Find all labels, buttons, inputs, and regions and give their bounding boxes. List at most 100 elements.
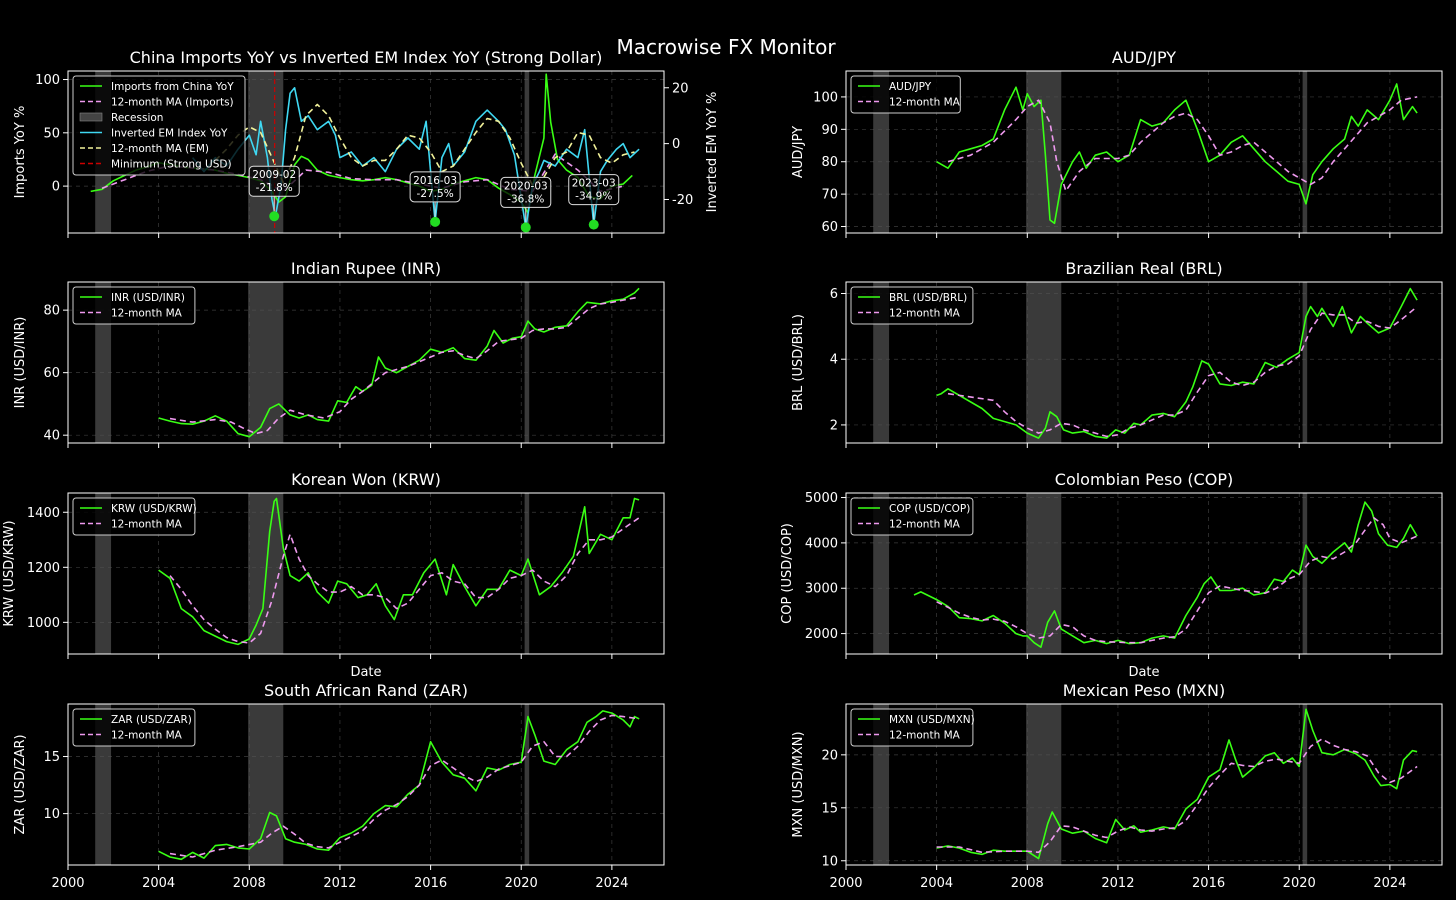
panel-indian-rupee-inr: 40 60 80 INR (USD/INR) Indian Rupee (INR) INR… bbox=[13, 259, 665, 448]
panel-title: Brazilian Real (BRL) bbox=[1065, 259, 1222, 278]
annotation-2016-03: 2016-03-27.5% bbox=[409, 171, 461, 227]
legend-label: KRW (USD/KRW) bbox=[111, 503, 197, 515]
panel-title: China Imports YoY vs Inverted EM Index Y… bbox=[130, 48, 603, 67]
series-lines bbox=[158, 497, 640, 646]
x-ticks bbox=[845, 233, 1391, 238]
y-tick-label: 60 bbox=[43, 366, 60, 381]
y-axis-label: MXN (USD/MXN) bbox=[791, 731, 806, 837]
recession-band bbox=[1026, 71, 1062, 233]
series-lines bbox=[913, 501, 1418, 648]
y-tick-label: 50 bbox=[43, 126, 60, 141]
y-tick-label: 15 bbox=[43, 750, 60, 765]
series-line-zar-usd-zar bbox=[158, 710, 640, 861]
annotation-value: -21.8% bbox=[256, 182, 293, 194]
x-tick-label: 2004 bbox=[142, 876, 175, 891]
legend-box bbox=[72, 708, 196, 747]
recession-band bbox=[1302, 704, 1308, 865]
recession-band bbox=[1302, 282, 1308, 443]
legend-box bbox=[850, 708, 974, 747]
recession-band bbox=[524, 71, 530, 233]
panel-title: Indian Rupee (INR) bbox=[291, 259, 441, 278]
legend-label: 12-month MA bbox=[889, 519, 961, 531]
panel-title: AUD/JPY bbox=[1112, 48, 1176, 67]
panel-brazilian-real-brl: 2 4 6 BRL (USD/BRL) Brazilian Real (BRL) BRL … bbox=[791, 259, 1443, 448]
legend-label: Recession bbox=[111, 112, 163, 124]
series-line-krw-usd-krw bbox=[158, 497, 640, 646]
panel-title: Korean Won (KRW) bbox=[291, 470, 441, 489]
y-axis-label: ZAR (USD/ZAR) bbox=[13, 734, 28, 834]
x-tick-label: 2004 bbox=[920, 876, 953, 891]
x-tick-label: 2008 bbox=[233, 876, 266, 891]
x-tick-label: 2024 bbox=[595, 876, 628, 891]
legend-label: 12-month MA bbox=[889, 730, 961, 742]
y-tick-label: 100 bbox=[813, 90, 838, 105]
legend-label: 12-month MA (Imports) bbox=[111, 97, 234, 109]
annotation-2023-03: 2023-03-34.9% bbox=[568, 174, 620, 230]
axes-frame bbox=[67, 703, 665, 866]
legend-swatch bbox=[79, 112, 103, 122]
figure-title: Macrowise FX Monitor bbox=[616, 35, 836, 59]
y-ticks: 60 70 80 90 100 bbox=[813, 90, 846, 235]
minimum-marker bbox=[269, 211, 280, 222]
y-axis-label: KRW (USD/KRW) bbox=[2, 520, 17, 626]
y-tick-label: 90 bbox=[821, 123, 838, 138]
series-lines bbox=[936, 287, 1418, 439]
y-tick-label: 1000 bbox=[27, 616, 60, 631]
recession-band bbox=[1302, 493, 1308, 654]
x-tick-label: 2012 bbox=[1101, 876, 1134, 891]
axes-frame bbox=[845, 703, 1443, 866]
legend-label: 12-month MA bbox=[111, 519, 183, 531]
x-axis-label: Date bbox=[350, 665, 381, 680]
panel-korean-won-krw: 1000 1200 1400 KRW (USD/KRW) Korean Won (KRW… bbox=[2, 470, 665, 680]
minimum-marker bbox=[520, 222, 531, 233]
annotation-2009-02: 2009-02-21.8% bbox=[248, 165, 300, 222]
y-tick-label: 60 bbox=[821, 220, 838, 235]
legend-label: COP (USD/COP) bbox=[889, 503, 970, 515]
recession-band bbox=[524, 493, 530, 654]
legend-box bbox=[850, 497, 974, 536]
y-tick-label-right: 0 bbox=[672, 137, 680, 152]
annotation-value: -27.5% bbox=[417, 188, 454, 200]
y-tick-label: 40 bbox=[43, 429, 60, 444]
recession-band bbox=[524, 704, 530, 865]
y-axis-label-right: Inverted EM YoY % bbox=[705, 92, 720, 213]
recession-band bbox=[1026, 493, 1062, 654]
series-line-brl-usd-brl bbox=[936, 287, 1418, 439]
y-ticks: 2 4 6 bbox=[830, 287, 846, 433]
y-ticks: 40 60 80 bbox=[43, 304, 68, 444]
y-axis-label: BRL (USD/BRL) bbox=[791, 314, 806, 411]
legend-label: Imports from China YoY bbox=[111, 81, 234, 93]
series-line-12-month-ma bbox=[947, 305, 1418, 438]
axes-frame bbox=[845, 492, 1443, 655]
legend-label: INR (USD/INR) bbox=[111, 292, 185, 304]
x-tick-label: 2000 bbox=[51, 876, 84, 891]
legend: COP (USD/COP) 12-month MA bbox=[850, 497, 974, 536]
y-tick-label: 4000 bbox=[805, 536, 838, 551]
y-ticks: 10 15 bbox=[43, 750, 68, 822]
legend-box bbox=[850, 286, 974, 325]
y-tick-label: 2 bbox=[830, 418, 838, 433]
recession-band bbox=[1302, 71, 1308, 233]
axes-frame bbox=[845, 70, 1443, 234]
legend-label: 12-month MA (EM) bbox=[111, 143, 209, 155]
recession-band bbox=[248, 704, 284, 865]
y-tick-label: 70 bbox=[821, 188, 838, 203]
y-tick-label: 100 bbox=[35, 73, 60, 88]
x-ticks bbox=[845, 654, 1391, 659]
series-lines bbox=[158, 710, 640, 861]
panel-title: Mexican Peso (MXN) bbox=[1063, 681, 1225, 700]
recession-band bbox=[248, 282, 284, 443]
series-line-mxn-usd-mxn bbox=[936, 708, 1418, 860]
legend-label: 12-month MA bbox=[111, 308, 183, 320]
legend-box bbox=[72, 286, 196, 325]
series-line-cop-usd-cop bbox=[913, 501, 1418, 648]
y-ticks: 1000 1200 1400 bbox=[27, 506, 68, 631]
x-tick-label: 2012 bbox=[323, 876, 356, 891]
x-ticks bbox=[67, 233, 613, 238]
panel-title: South African Rand (ZAR) bbox=[264, 681, 468, 700]
axes-frame bbox=[67, 492, 665, 655]
y-tick-label: 80 bbox=[43, 304, 60, 319]
y-axis-label: Imports YoY % bbox=[13, 106, 28, 199]
legend-label: BRL (USD/BRL) bbox=[889, 292, 967, 304]
legend-label: ZAR (USD/ZAR) bbox=[111, 714, 192, 726]
